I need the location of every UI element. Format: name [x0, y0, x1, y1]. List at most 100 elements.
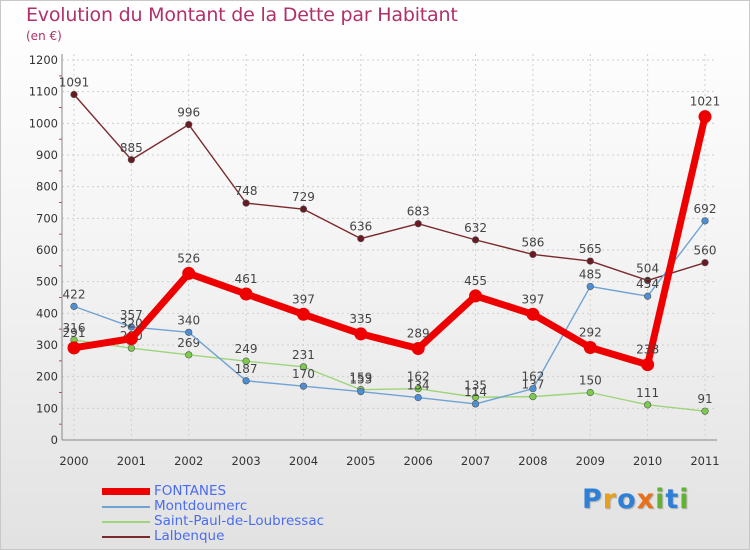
- legend-swatch-montdoumerc: [102, 506, 150, 508]
- data-point-montdoumerc: [644, 292, 652, 300]
- data-point-montdoumerc: [586, 282, 594, 291]
- data-point-montdoumerc: [242, 377, 250, 385]
- data-label-montdoumerc: 170: [292, 367, 315, 381]
- y-tick-label: 100: [36, 401, 58, 415]
- data-label-saint-paul-de-loubressac: 111: [636, 386, 659, 400]
- series-line-lalbenque: [73, 93, 706, 282]
- data-label-saint-paul-de-loubressac: 231: [292, 348, 315, 362]
- data-point-lalbenque: [471, 236, 480, 244]
- data-point-montdoumerc: [185, 328, 193, 336]
- data-point-montdoumerc: [414, 393, 422, 402]
- data-point-montdoumerc: [529, 385, 537, 393]
- data-label-lalbenque: 632: [464, 221, 487, 235]
- plot-area: [62, 54, 717, 440]
- data-label-montdoumerc: 485: [579, 267, 602, 281]
- data-label-montdoumerc: 187: [235, 362, 258, 376]
- data-point-montdoumerc: [70, 302, 78, 310]
- data-point-fontanes: [296, 307, 310, 321]
- data-point-fontanes: [583, 341, 597, 355]
- x-tick-label: 2001: [117, 454, 146, 468]
- legend-item-fontanes: FONTANES: [102, 483, 362, 499]
- data-point-fontanes: [526, 307, 540, 321]
- y-tick-label: 700: [36, 211, 58, 225]
- data-label-saint-paul-de-loubressac: 269: [177, 336, 200, 350]
- data-point-montdoumerc: [357, 387, 365, 396]
- data-point-lalbenque: [529, 250, 537, 259]
- chart-title: Evolution du Montant de la Dette par Hab…: [26, 4, 458, 26]
- data-point-lalbenque: [586, 257, 594, 265]
- data-label-lalbenque: 586: [521, 235, 544, 249]
- data-label-fontanes: 292: [579, 326, 602, 340]
- data-point-saint-paul-de-loubressac: [299, 363, 308, 371]
- data-label-lalbenque: 748: [235, 184, 258, 198]
- y-tick-label: 0: [51, 433, 58, 447]
- y-tick-label: 400: [36, 306, 58, 320]
- data-label-saint-paul-de-loubressac: 162: [407, 370, 430, 384]
- data-label-fontanes: 238: [636, 343, 659, 357]
- data-label-montdoumerc: 454: [636, 277, 659, 291]
- data-point-lalbenque: [644, 276, 652, 285]
- y-tick-label: 800: [36, 180, 58, 194]
- proxiti-logo: Proxiti: [582, 484, 690, 515]
- data-label-montdoumerc: 422: [63, 287, 86, 301]
- data-point-fontanes: [469, 289, 483, 303]
- data-label-montdoumerc: 134: [407, 379, 430, 393]
- data-point-fontanes: [239, 287, 253, 301]
- data-point-fontanes: [411, 341, 425, 355]
- data-label-saint-paul-de-loubressac: 91: [697, 392, 712, 406]
- data-label-fontanes: 455: [464, 274, 487, 288]
- x-tick-label: 2005: [346, 454, 375, 468]
- x-tick-label: 2007: [461, 454, 490, 468]
- x-tick-label: 2000: [59, 454, 88, 468]
- data-point-lalbenque: [185, 120, 193, 129]
- x-tick-label: 2003: [231, 454, 260, 468]
- data-label-montdoumerc: 692: [694, 202, 717, 216]
- data-point-fontanes: [182, 266, 196, 280]
- x-tick-label: 2009: [576, 454, 605, 468]
- x-tick-label: 2002: [174, 454, 203, 468]
- data-label-saint-paul-de-loubressac: 135: [464, 378, 487, 392]
- data-label-lalbenque: 996: [177, 106, 200, 120]
- data-point-saint-paul-de-loubressac: [414, 385, 422, 393]
- data-point-saint-paul-de-loubressac: [185, 351, 193, 359]
- x-tick-label: 2006: [404, 454, 433, 468]
- data-label-lalbenque: 636: [349, 220, 372, 234]
- data-label-montdoumerc: 114: [464, 385, 487, 399]
- legend-item-montdoumerc: Montdoumerc: [102, 498, 362, 514]
- data-label-lalbenque: 885: [120, 141, 143, 155]
- data-label-saint-paul-de-loubressac: 249: [235, 342, 258, 356]
- data-label-fontanes: 526: [177, 251, 200, 265]
- data-point-saint-paul-de-loubressac: [127, 344, 135, 352]
- y-tick-label: 1200: [29, 53, 58, 67]
- data-point-saint-paul-de-loubressac: [701, 407, 709, 415]
- x-tick-label: 2008: [518, 454, 547, 468]
- data-point-lalbenque: [414, 220, 422, 228]
- legend-swatch-saint-paul: [102, 521, 150, 523]
- data-label-saint-paul-de-loubressac: 159: [349, 371, 372, 385]
- data-point-fontanes: [124, 332, 138, 346]
- legend-swatch-fontanes: [102, 488, 150, 495]
- data-label-montdoumerc: 340: [177, 313, 200, 327]
- legend-label-saint-paul: Saint-Paul-de-Loubressac: [154, 513, 325, 529]
- data-label-montdoumerc: 162: [521, 370, 544, 384]
- data-label-montdoumerc: 357: [120, 308, 143, 322]
- series-line-montdoumerc: [73, 220, 706, 405]
- data-label-lalbenque: 565: [579, 242, 602, 256]
- series-line-fontanes: [70, 113, 709, 369]
- legend-item-saint-paul: Saint-Paul-de-Loubressac: [102, 513, 362, 529]
- data-label-lalbenque: 729: [292, 190, 315, 204]
- y-tick-label: 200: [36, 370, 58, 384]
- data-point-saint-paul-de-loubressac: [242, 357, 250, 365]
- data-point-lalbenque: [299, 205, 308, 213]
- data-point-saint-paul-de-loubressac: [586, 388, 594, 397]
- chart-subtitle: (en €): [26, 29, 62, 43]
- data-label-montdoumerc: 153: [349, 373, 372, 387]
- data-label-lalbenque: 560: [694, 244, 717, 258]
- y-tick-label: 1100: [29, 85, 58, 99]
- data-label-saint-paul-de-loubressac: 150: [579, 374, 602, 388]
- data-point-lalbenque: [701, 259, 709, 267]
- x-tick-label: 2010: [633, 454, 662, 468]
- data-label-fontanes: 461: [235, 272, 258, 286]
